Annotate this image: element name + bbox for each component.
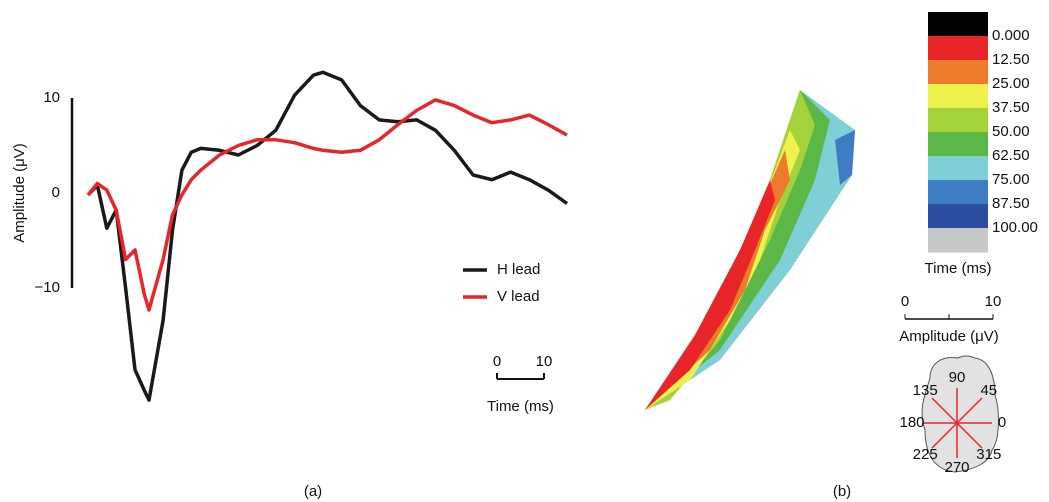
legend-label: H lead — [497, 261, 540, 278]
colorbar-tick-label: 100.00 — [992, 219, 1038, 236]
colorbar-band — [928, 12, 988, 37]
scale-tick-label: 10 — [536, 353, 553, 370]
legend-label: V lead — [497, 288, 540, 305]
colorbar-band — [928, 60, 988, 85]
panel-label: (b) — [833, 483, 851, 500]
scale-tick-label: 0 — [901, 293, 909, 310]
direction-label: 315 — [976, 446, 1001, 463]
direction-label: 90 — [949, 369, 966, 386]
colorbar-tick-label: 62.50 — [992, 147, 1030, 164]
scale-tick-label: 0 — [493, 353, 501, 370]
scale-label: Time (ms) — [487, 398, 554, 415]
colorbar-band — [928, 156, 988, 181]
colorbar-tick-label: 37.50 — [992, 99, 1030, 116]
direction-label: 225 — [913, 446, 938, 463]
y-axis-label: Amplitude (μV) — [11, 143, 28, 243]
panel-label: (a) — [304, 483, 322, 500]
scale-tick-label: 10 — [985, 293, 1002, 310]
colorbar-tick-label: 0.000 — [992, 27, 1030, 44]
direction-label: 45 — [980, 382, 997, 399]
colorbar-band — [928, 108, 988, 133]
direction-label: 135 — [913, 382, 938, 399]
colorbar-band — [928, 204, 988, 229]
colorbar-label: Time (ms) — [925, 260, 992, 277]
colorbar-tick-label: 50.00 — [992, 123, 1030, 140]
y-tick-label: −10 — [35, 279, 60, 296]
data-line — [88, 100, 567, 310]
colorbar-band — [928, 36, 988, 61]
colorbar-band — [928, 84, 988, 109]
colorbar-tick-label: 75.00 — [992, 171, 1030, 188]
scale-label: Amplitude (μV) — [899, 328, 999, 345]
y-tick-label: 10 — [43, 89, 60, 106]
surface-plot — [645, 90, 855, 410]
colorbar-tick-label: 12.50 — [992, 51, 1030, 68]
colorbar-tick-label: 25.00 — [992, 75, 1030, 92]
y-tick-label: 0 — [52, 184, 60, 201]
direction-label: 180 — [899, 414, 924, 431]
colorbar-tick-label: 87.50 — [992, 195, 1030, 212]
colorbar-band — [928, 180, 988, 205]
colorbar-band — [928, 132, 988, 157]
figure: (a) (b) Amplitude (μV) 10 0 −10 H lead V lea… — [0, 0, 1049, 502]
direction-label: 270 — [944, 459, 969, 476]
direction-label: 0 — [998, 414, 1006, 431]
colorbar-band — [928, 228, 988, 253]
